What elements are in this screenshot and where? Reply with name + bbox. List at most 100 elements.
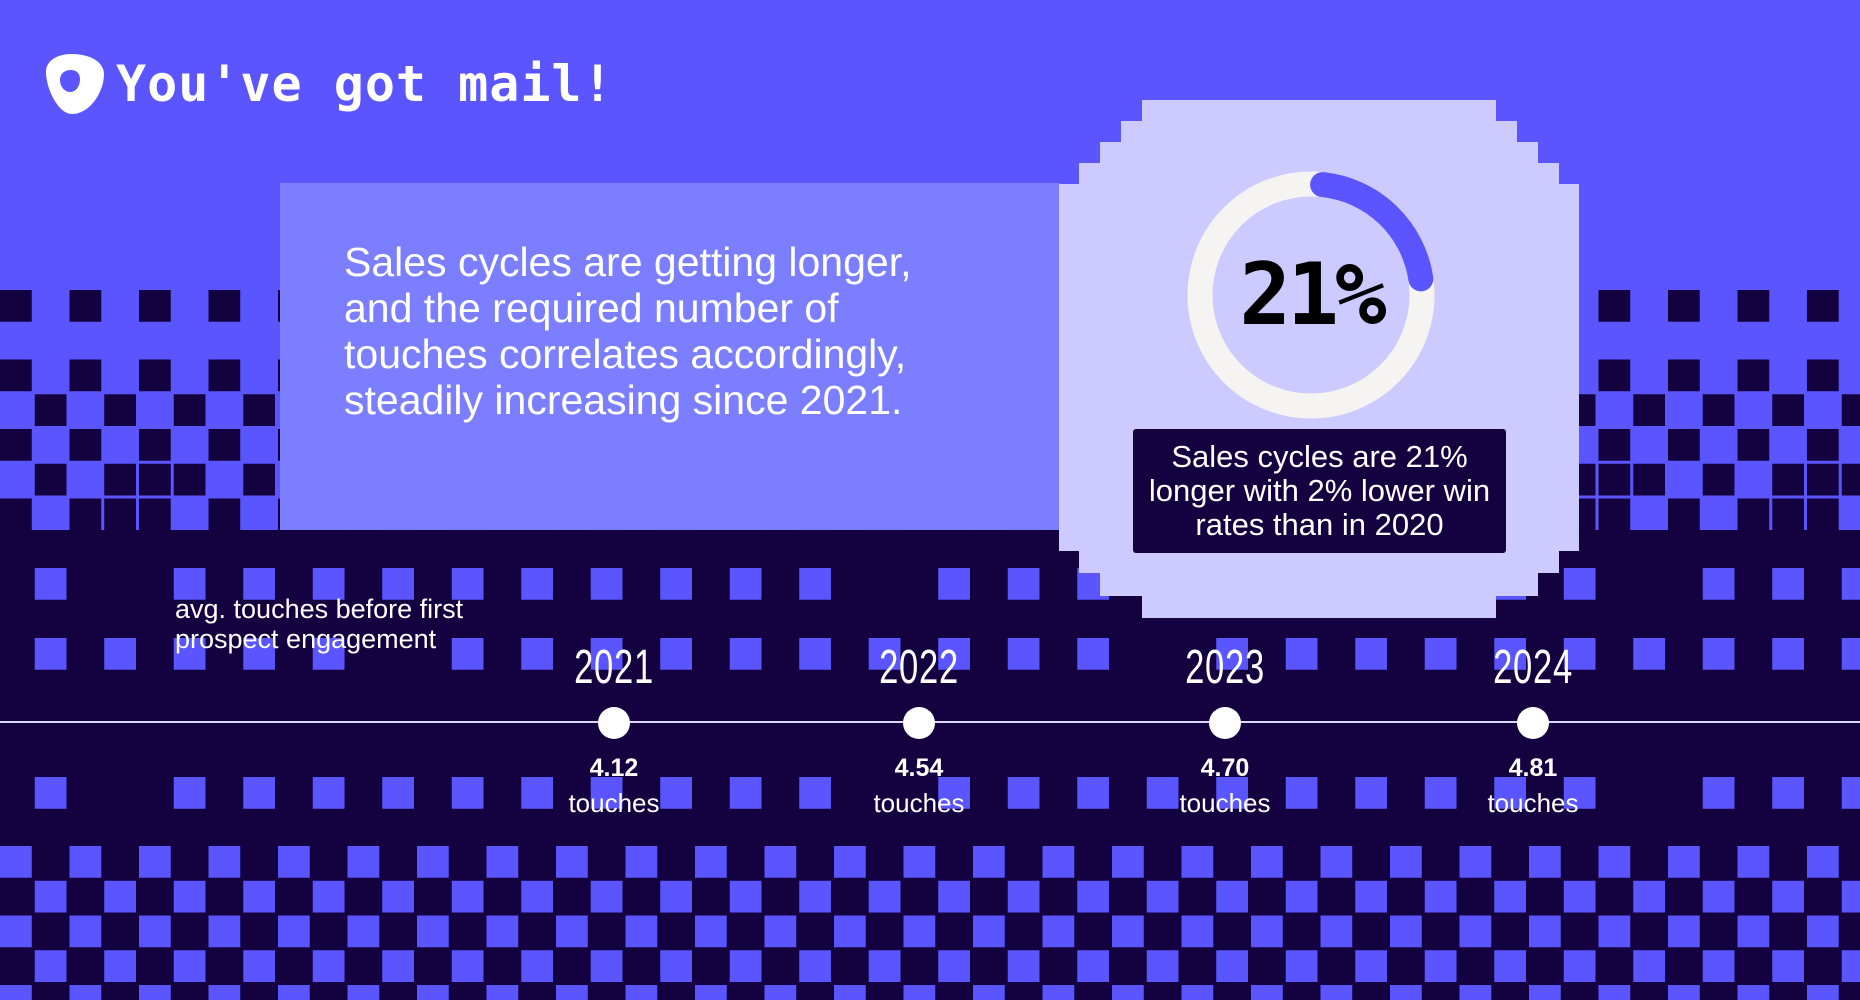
pattern-square	[729, 568, 762, 600]
pattern-square	[903, 915, 936, 948]
pattern-square	[0, 846, 32, 878]
pattern-square	[625, 985, 658, 1000]
pattern-square	[139, 463, 171, 496]
pattern-square	[1598, 846, 1631, 878]
pattern-square	[1077, 638, 1109, 670]
pattern-square	[278, 846, 310, 878]
pattern-square	[799, 880, 831, 913]
pattern-square	[34, 463, 67, 496]
pattern-square	[868, 638, 901, 670]
pattern-square	[521, 638, 553, 670]
pattern-square	[417, 846, 449, 878]
pattern-square	[1216, 638, 1248, 670]
pattern-square	[347, 985, 380, 1000]
pattern-square	[486, 846, 519, 878]
pattern-square	[173, 880, 206, 913]
pattern-square	[243, 394, 275, 426]
pattern-square	[1320, 846, 1353, 878]
pattern-square	[1320, 985, 1353, 1000]
pattern-square	[312, 880, 345, 913]
value-label: 4.70	[1200, 754, 1250, 782]
unit-label: touches	[873, 788, 965, 818]
pattern-square	[973, 915, 1005, 948]
pattern-square	[278, 915, 310, 948]
pattern-square	[347, 846, 380, 878]
pattern-square	[104, 950, 136, 982]
ring-progress	[1187, 171, 1435, 419]
pattern-square	[69, 846, 102, 878]
pattern-square	[1598, 359, 1631, 392]
pattern-square	[1807, 429, 1839, 461]
pattern-square	[1702, 463, 1735, 496]
pattern-square	[1598, 985, 1631, 1000]
pattern-square	[521, 777, 553, 809]
pattern-square	[1563, 568, 1596, 600]
pattern-square	[695, 915, 727, 948]
pattern-square	[938, 638, 970, 670]
pattern-square	[1772, 880, 1804, 913]
pattern-square	[417, 915, 449, 948]
pattern-square	[556, 985, 588, 1000]
pattern-square	[243, 638, 275, 670]
pattern-square	[1668, 985, 1700, 1000]
pattern-square	[1251, 985, 1283, 1000]
pattern-square	[34, 394, 67, 426]
pattern-square	[1772, 498, 1804, 531]
pattern-square	[1563, 777, 1596, 809]
pattern-square	[382, 568, 414, 600]
pattern-square	[660, 950, 692, 982]
pattern-square	[625, 846, 658, 878]
pattern-square	[69, 290, 102, 322]
pattern-square	[417, 985, 449, 1000]
pattern-square	[799, 568, 831, 600]
pattern-square	[208, 985, 241, 1000]
pattern-square	[834, 846, 866, 878]
pattern-square	[34, 950, 67, 982]
pattern-square	[208, 290, 241, 322]
pattern-square	[1598, 429, 1631, 461]
pattern-square	[1702, 568, 1735, 600]
pattern-square	[1841, 777, 1860, 809]
pattern-square	[69, 359, 102, 392]
pattern-square	[1737, 915, 1770, 948]
pattern-square	[695, 985, 727, 1000]
year-label: 2022	[879, 641, 959, 694]
timeline-point	[903, 707, 935, 739]
pattern-square	[1146, 777, 1179, 809]
pattern-square	[1112, 915, 1144, 948]
pattern-square	[312, 777, 345, 809]
value-label: 4.54	[894, 754, 944, 782]
pattern-square	[1494, 950, 1526, 982]
unit-label: touches	[1179, 788, 1271, 818]
pattern-square	[1772, 950, 1804, 982]
pattern-square	[34, 638, 67, 670]
pattern-square	[1459, 915, 1492, 948]
pattern-square	[1042, 985, 1075, 1000]
pattern-square	[173, 463, 206, 496]
pattern-square	[208, 359, 241, 392]
pattern-square	[1702, 950, 1735, 982]
pattern-square	[834, 915, 866, 948]
pattern-square	[1702, 638, 1735, 670]
pattern-square	[0, 359, 32, 392]
pattern-square	[1841, 568, 1860, 600]
pattern-square	[208, 846, 241, 878]
pattern-square	[729, 638, 762, 670]
pattern-square	[1563, 880, 1596, 913]
summary-panel: Sales cycles are getting longer, and the…	[280, 183, 1060, 530]
timeline-point	[1209, 707, 1241, 739]
pattern-square	[1772, 568, 1804, 600]
pattern-square	[1737, 429, 1770, 461]
value-label: 4.81	[1508, 754, 1558, 782]
pattern-square	[868, 950, 901, 982]
pattern-square	[486, 985, 519, 1000]
pattern-square	[0, 290, 32, 322]
pattern-square	[1841, 950, 1860, 982]
pattern-square	[139, 846, 171, 878]
pattern-square	[903, 846, 936, 878]
pattern-square	[312, 568, 345, 600]
value-label: 4.12	[589, 754, 639, 782]
pattern-square	[1285, 880, 1318, 913]
pattern-square	[764, 846, 797, 878]
pattern-square	[1807, 359, 1839, 392]
